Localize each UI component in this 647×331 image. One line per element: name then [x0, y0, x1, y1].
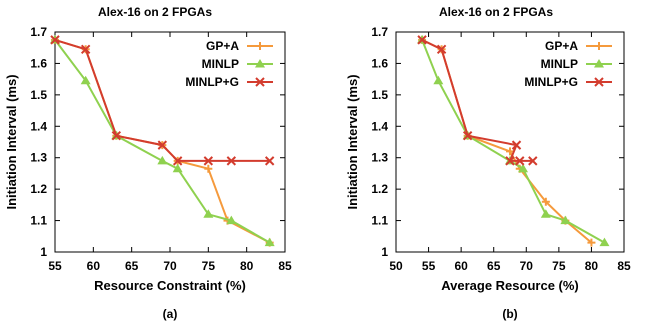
- x-axis-label: Resource Constraint (%): [94, 278, 246, 293]
- triangle-marker: [264, 237, 275, 247]
- triangle-marker: [433, 75, 444, 85]
- legend: GP+A MINLP MINLP+G: [524, 39, 612, 89]
- x-marker: [264, 156, 275, 166]
- x-marker: [226, 156, 237, 166]
- x-tick-label: 55: [422, 259, 436, 273]
- plus-marker: [204, 164, 213, 173]
- series-line: [54, 38, 270, 162]
- triangle-marker: [255, 59, 265, 68]
- legend-label: GP+A: [545, 39, 578, 53]
- triangle-marker: [599, 237, 610, 247]
- x-tick-label: 65: [125, 259, 139, 273]
- plot-frame: [395, 31, 625, 253]
- x-tick-label: 50: [389, 259, 403, 273]
- legend-label: MINLP+G: [185, 75, 239, 89]
- y-tick-label: 1.7: [30, 25, 47, 39]
- legend: GP+A MINLP MINLP+G: [185, 39, 273, 89]
- y-tick-label: 1: [40, 245, 47, 259]
- chart-title: Alex-16 on 2 FPGAs: [98, 5, 212, 19]
- series-minlp-g: [50, 35, 275, 166]
- triangle-marker: [226, 215, 237, 225]
- x-marker: [528, 156, 538, 166]
- legend-label: MINLP+G: [524, 75, 578, 89]
- y-tick-label: 1.5: [30, 88, 47, 102]
- legend-label: GP+A: [206, 39, 239, 53]
- triangle-marker: [594, 59, 604, 68]
- x-tick-label: 65: [487, 259, 501, 273]
- y-tick-label: 1.1: [30, 214, 47, 228]
- triangle-marker: [157, 155, 168, 165]
- y-tick-label: 1.6: [30, 56, 47, 70]
- plus-marker: [506, 147, 514, 156]
- plus-marker: [595, 42, 603, 50]
- y-tick-label: 1.2: [30, 182, 47, 196]
- x-tick-label: 80: [240, 259, 254, 273]
- y-tick-label: 1.5: [371, 88, 388, 102]
- triangle-marker: [518, 163, 529, 173]
- x-tick-label: 85: [278, 259, 292, 273]
- triangle-marker: [80, 75, 91, 85]
- x-marker: [50, 35, 60, 45]
- plus-marker: [587, 238, 596, 247]
- x-marker: [80, 44, 91, 54]
- x-marker: [594, 77, 604, 87]
- plus-marker: [256, 42, 264, 50]
- x-tick-label: 75: [552, 259, 566, 273]
- chart-caption: (b): [502, 307, 517, 321]
- series-minlp-g: [417, 35, 538, 166]
- y-tick-label: 1: [381, 245, 388, 259]
- x-marker: [111, 131, 122, 141]
- y-axis-label: Initiation Interval (ms): [4, 74, 19, 209]
- y-tick-label: 1.3: [30, 151, 47, 165]
- chart-a: Alex-16 on 2 FPGAs 1 1.1 1.2 1.3 1.4 1.5 1.6 1.7…: [4, 5, 292, 321]
- x-marker: [515, 156, 525, 166]
- x-tick-label: 80: [585, 259, 599, 273]
- y-tick-label: 1.6: [371, 56, 388, 70]
- series-minlp: [50, 34, 275, 247]
- x-marker: [203, 156, 214, 166]
- y-tick-label: 1.7: [371, 25, 388, 39]
- x-tick-label: 55: [48, 259, 62, 273]
- series-line: [421, 38, 533, 162]
- legend-label: MINLP: [202, 57, 239, 71]
- chart-b: Alex-16 on 2 FPGAs 1 1.1 1.2 1.3 1.4 1.5 1.6 1.7…: [345, 5, 631, 321]
- x-tick-label: 60: [87, 259, 101, 273]
- triangle-marker: [560, 215, 571, 225]
- y-tick-label: 1.4: [30, 119, 47, 133]
- x-marker: [505, 156, 515, 166]
- chart-title: Alex-16 on 2 FPGAs: [439, 5, 553, 19]
- x-marker: [157, 140, 168, 150]
- chart-caption: (a): [163, 307, 178, 321]
- x-tick-label: 75: [202, 259, 216, 273]
- x-marker: [172, 156, 183, 166]
- triangle-marker: [172, 163, 183, 173]
- x-tick-label: 60: [454, 259, 468, 273]
- x-marker: [255, 77, 265, 87]
- plus-marker: [541, 197, 550, 206]
- triangle-marker: [540, 209, 551, 218]
- x-marker: [462, 131, 473, 141]
- x-tick-label: 70: [163, 259, 177, 273]
- legend-label: MINLP: [541, 57, 578, 71]
- y-tick-label: 1.1: [371, 214, 388, 228]
- y-tick-label: 1.4: [371, 119, 388, 133]
- x-marker: [417, 35, 427, 45]
- y-tick-label: 1.3: [371, 151, 388, 165]
- series-line: [54, 39, 271, 244]
- x-marker: [436, 44, 447, 54]
- y-axis-label: Initiation Interval (ms): [345, 74, 360, 209]
- x-tick-label: 85: [617, 259, 631, 273]
- y-tick-label: 1.2: [371, 182, 388, 196]
- triangle-marker: [203, 209, 214, 218]
- x-marker: [511, 140, 522, 150]
- series-gp-a: [51, 35, 274, 247]
- x-axis-label: Average Resource (%): [441, 278, 579, 293]
- x-tick-label: 70: [520, 259, 534, 273]
